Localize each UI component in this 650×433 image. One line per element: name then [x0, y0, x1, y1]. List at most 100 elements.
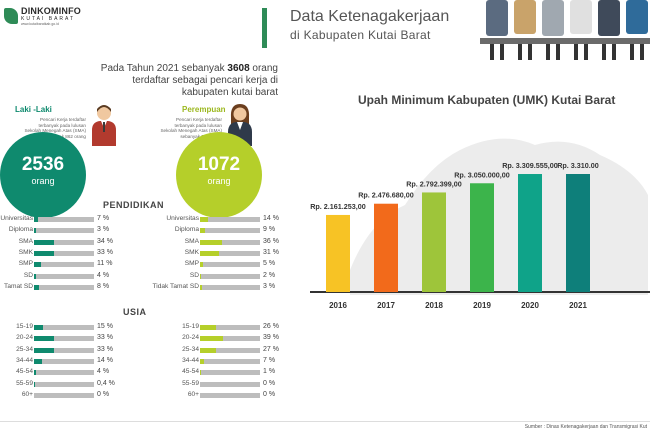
pendidikan-male-fill	[34, 217, 39, 222]
usia-male-track	[34, 392, 94, 398]
pendidikan-female-row: Diploma 9 %	[130, 226, 280, 237]
pendidikan-female-row: SMA 36 %	[130, 238, 280, 249]
umk-year-label: 2021	[569, 301, 587, 310]
pendidikan-female-track	[200, 273, 260, 279]
pendidikan-male-row: SMP 11 %	[0, 260, 120, 271]
usia-male-track	[34, 325, 94, 330]
usia-male-track	[34, 336, 94, 342]
usia-female-label: 15-19	[182, 323, 199, 330]
usia-male-fill	[34, 370, 37, 376]
pendidikan-female-track	[200, 228, 260, 234]
usia-female-track	[200, 392, 260, 398]
pendidikan-male-track	[34, 250, 94, 256]
female-count-circle: 1072 orang	[176, 132, 262, 218]
pendidikan-female-row: SD 2 %	[130, 272, 280, 283]
logo-mark-icon	[4, 8, 18, 24]
pendidikan-male-label: Universitas	[0, 215, 33, 222]
usia-female-row: 45-54 1 %	[130, 368, 280, 379]
pendidikan-female-fill	[200, 250, 219, 256]
umk-year-label: 2018	[425, 301, 443, 310]
logo-name: DINKOMINFO	[21, 6, 81, 16]
umk-bar	[326, 214, 350, 292]
usia-male-label: 60+	[21, 390, 33, 398]
male-count-unit: orang	[31, 176, 55, 186]
usia-male-label: 55-59	[16, 379, 33, 387]
intro-text: Pada Tahun 2021 sebanyak 3608 orang terd…	[100, 63, 278, 98]
header-accent-bar	[262, 8, 267, 48]
pendidikan-female-value: 5 %	[263, 260, 276, 268]
pendidikan-female-value: 9 %	[263, 226, 276, 234]
usia-female-track	[200, 336, 260, 342]
usia-male-row: 60+ 0 %	[0, 391, 120, 402]
usia-male-label: 25-34	[16, 345, 33, 353]
pendidikan-female-row: Universitas 14 %	[130, 215, 280, 226]
usia-male-track	[34, 358, 94, 364]
usia-female-fill	[200, 336, 224, 342]
pendidikan-female-label: Tidak Tamat SD	[152, 282, 199, 290]
female-title: Perempuan	[182, 105, 226, 114]
usia-female-fill	[200, 358, 205, 364]
umk-year-label: 2017	[377, 301, 395, 310]
pendidikan-male-fill	[34, 250, 54, 256]
usia-female-label: 20-24	[182, 334, 199, 342]
pendidikan-male-value: 3 %	[97, 226, 110, 234]
umk-chart-title: Upah Minimum Kabupaten (UMK) Kutai Barat	[358, 93, 616, 107]
usia-male-row: 15-19 15 %	[0, 323, 120, 334]
page-subtitle: di Kabupaten Kutai Barat	[290, 28, 431, 42]
usia-male-value: 0,4 %	[97, 379, 115, 387]
usia-title: USIA	[123, 307, 147, 317]
pendidikan-female-row: Tidak Tamat SD 3 %	[130, 283, 280, 294]
usia-female-row: 15-19 26 %	[130, 323, 280, 334]
umk-bar	[470, 183, 494, 292]
usia-female-track	[200, 381, 260, 387]
male-avatar-icon	[92, 105, 116, 146]
usia-male-fill	[34, 358, 43, 364]
usia-female-row: 55-59 0 %	[130, 380, 280, 391]
usia-male-row: 45-54 4 %	[0, 368, 120, 379]
pendidikan-male-fill	[34, 262, 41, 268]
umk-value-label: Rp. 2.792.399,00	[406, 179, 462, 188]
umk-year-label: 2019	[473, 301, 491, 310]
dinkominfo-logo: DINKOMINFO KUTAI BARAT www.kutaibaratkab…	[4, 6, 88, 28]
pendidikan-female-label: SD	[189, 271, 199, 279]
source-note: Sumber : Dinas Ketenagakerjaan dan Trans…	[524, 424, 647, 430]
usia-female-label: 25-34	[182, 345, 199, 353]
pendidikan-male-fill	[34, 228, 36, 234]
pendidikan-female-fill	[200, 217, 209, 222]
pendidikan-male-track	[34, 273, 94, 279]
usia-female-value: 1 %	[263, 368, 276, 376]
pendidikan-male-label: Diploma	[8, 226, 33, 234]
pendidikan-female-fill	[200, 262, 203, 268]
pendidikan-male-label: SMK	[18, 248, 33, 256]
usia-male-value: 0 %	[97, 390, 110, 398]
pendidikan-female-track	[200, 217, 260, 222]
usia-female-label: 34-44	[182, 356, 199, 364]
pendidikan-male-value: 4 %	[97, 271, 110, 279]
pendidikan-female-value: 2 %	[263, 271, 276, 279]
pendidikan-female-row: SMP 5 %	[130, 260, 280, 271]
pendidikan-female-label: SMP	[184, 260, 199, 268]
umk-value-label: Rp. 3.310.00	[557, 161, 599, 170]
pendidikan-male-label: SMA	[18, 237, 33, 245]
pendidikan-male-track	[34, 217, 94, 222]
usia-male-row: 25-34 33 %	[0, 346, 120, 357]
pendidikan-female-track	[200, 239, 260, 245]
usia-female-value: 27 %	[263, 345, 279, 353]
usia-male-track	[34, 347, 94, 353]
usia-male-value: 33 %	[97, 334, 113, 342]
male-description: Pencari Kerja terdaftar terbanyak pada lu…	[24, 117, 86, 139]
umk-value-label: Rp. 3.050.000,00	[454, 170, 510, 179]
pendidikan-female-track	[200, 250, 260, 256]
umk-value-label: Rp. 3.309.555,00	[502, 161, 558, 170]
seated-workers-illustration	[480, 0, 650, 60]
usia-male-fill	[34, 336, 54, 342]
usia-male-row: 55-59 0,4 %	[0, 380, 120, 391]
usia-male-value: 15 %	[97, 323, 113, 330]
usia-female-label: 45-54	[182, 368, 199, 376]
umk-bar	[566, 174, 590, 292]
usia-male-row: 34-44 14 %	[0, 357, 120, 368]
pendidikan-male-track	[34, 284, 94, 290]
pendidikan-female-fill	[200, 228, 206, 234]
usia-female-row: 25-34 27 %	[130, 346, 280, 357]
pendidikan-female-value: 3 %	[263, 282, 276, 290]
